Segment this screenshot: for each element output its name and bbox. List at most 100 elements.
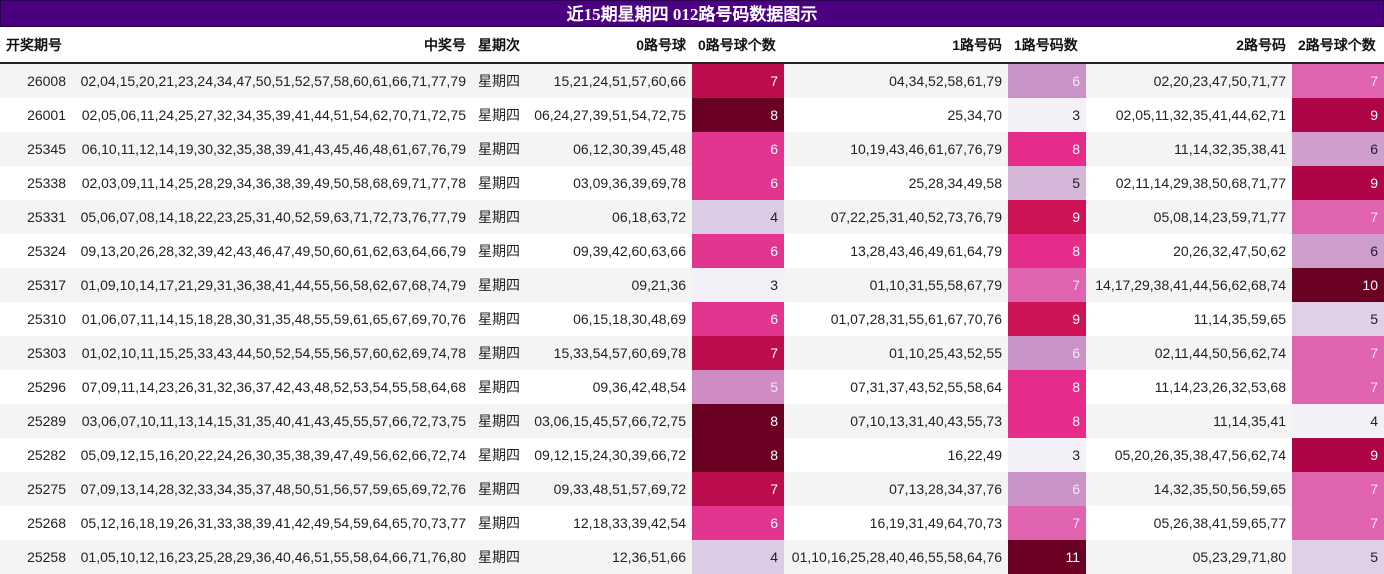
route1-count-cell: 3 [1008, 438, 1086, 472]
route2-numbers-cell: 11,14,35,41 [1086, 404, 1292, 438]
route0-count-cell: 5 [692, 370, 784, 404]
table-row: 25324 09,13,20,26,28,32,39,42,43,46,47,49… [0, 234, 1384, 268]
route2-numbers-cell: 05,20,26,35,38,47,56,62,74 [1086, 438, 1292, 472]
route1-count-cell: 3 [1008, 98, 1086, 132]
route2-numbers-cell: 02,11,44,50,56,62,74 [1086, 336, 1292, 370]
table-row: 25258 01,05,10,12,16,23,25,28,29,36,40,46… [0, 540, 1384, 574]
route2-count-cell: 7 [1292, 200, 1384, 234]
table-row: 25275 07,09,13,14,28,32,33,34,35,37,48,50… [0, 472, 1384, 506]
route2-count-cell: 7 [1292, 336, 1384, 370]
route0-numbers-cell: 12,18,33,39,42,54 [528, 506, 692, 540]
route1-count-cell: 11 [1008, 540, 1086, 574]
period-cell: 25275 [0, 472, 72, 506]
route0-count-cell: 8 [692, 404, 784, 438]
route2-numbers-cell: 02,05,11,32,35,41,44,62,71 [1086, 98, 1292, 132]
route2-count-cell: 6 [1292, 132, 1384, 166]
route0-count-cell: 7 [692, 472, 784, 506]
route1-count-cell: 8 [1008, 404, 1086, 438]
winning-numbers-cell: 01,02,10,11,15,25,33,43,44,50,52,54,55,5… [72, 336, 472, 370]
period-cell: 26008 [0, 63, 72, 98]
col-header-route1-count: 1路号码数 [1008, 27, 1086, 64]
route2-numbers-cell: 05,23,29,71,80 [1086, 540, 1292, 574]
route0-count-cell: 8 [692, 438, 784, 472]
route1-numbers-cell: 07,10,13,31,40,43,55,73 [784, 404, 1008, 438]
winning-numbers-cell: 05,06,07,08,14,18,22,23,25,31,40,52,59,6… [72, 200, 472, 234]
period-cell: 25289 [0, 404, 72, 438]
route2-numbers-cell: 20,26,32,47,50,62 [1086, 234, 1292, 268]
route2-numbers-cell: 11,14,35,59,65 [1086, 302, 1292, 336]
winning-numbers-cell: 07,09,13,14,28,32,33,34,35,37,48,50,51,5… [72, 472, 472, 506]
col-header-route2: 2路号码 [1086, 27, 1292, 64]
route2-count-cell: 9 [1292, 166, 1384, 200]
route0-count-cell: 8 [692, 98, 784, 132]
route0-numbers-cell: 09,33,48,51,57,69,72 [528, 472, 692, 506]
winning-numbers-cell: 01,05,10,12,16,23,25,28,29,36,40,46,51,5… [72, 540, 472, 574]
chart-title: 近15期星期四 012路号码数据图示 [0, 0, 1384, 27]
table-row: 25268 05,12,16,18,19,26,31,33,38,39,41,42… [0, 506, 1384, 540]
route0-numbers-cell: 06,12,30,39,45,48 [528, 132, 692, 166]
table-row: 25303 01,02,10,11,15,25,33,43,44,50,52,54… [0, 336, 1384, 370]
table-row: 26001 02,05,06,11,24,25,27,32,34,35,39,41… [0, 98, 1384, 132]
winning-numbers-cell: 01,06,07,11,14,15,18,28,30,31,35,48,55,5… [72, 302, 472, 336]
route2-count-cell: 10 [1292, 268, 1384, 302]
route0-count-cell: 6 [692, 234, 784, 268]
route2-count-cell: 7 [1292, 472, 1384, 506]
route2-numbers-cell: 05,26,38,41,59,65,77 [1086, 506, 1292, 540]
table-row: 25345 06,10,11,12,14,19,30,32,35,38,39,41… [0, 132, 1384, 166]
winning-numbers-cell: 09,13,20,26,28,32,39,42,43,46,47,49,50,6… [72, 234, 472, 268]
weekday-cell: 星期四 [472, 438, 528, 472]
winning-numbers-cell: 07,09,11,14,23,26,31,32,36,37,42,43,48,5… [72, 370, 472, 404]
period-cell: 25268 [0, 506, 72, 540]
table-row: 25331 05,06,07,08,14,18,22,23,25,31,40,52… [0, 200, 1384, 234]
route1-count-cell: 5 [1008, 166, 1086, 200]
route1-numbers-cell: 25,28,34,49,58 [784, 166, 1008, 200]
route0-count-cell: 6 [692, 302, 784, 336]
table-row: 25282 05,09,12,15,16,20,22,24,26,30,35,38… [0, 438, 1384, 472]
route2-numbers-cell: 11,14,32,35,38,41 [1086, 132, 1292, 166]
route0-count-cell: 6 [692, 132, 784, 166]
period-cell: 26001 [0, 98, 72, 132]
weekday-cell: 星期四 [472, 506, 528, 540]
period-cell: 25282 [0, 438, 72, 472]
route1-numbers-cell: 01,10,31,55,58,67,79 [784, 268, 1008, 302]
route0-numbers-cell: 06,24,27,39,51,54,72,75 [528, 98, 692, 132]
route0-numbers-cell: 06,15,18,30,48,69 [528, 302, 692, 336]
route0-count-cell: 3 [692, 268, 784, 302]
route2-count-cell: 9 [1292, 438, 1384, 472]
route0-numbers-cell: 03,09,36,39,69,78 [528, 166, 692, 200]
period-cell: 25310 [0, 302, 72, 336]
route2-numbers-cell: 02,11,14,29,38,50,68,71,77 [1086, 166, 1292, 200]
route1-numbers-cell: 13,28,43,46,49,61,64,79 [784, 234, 1008, 268]
route1-numbers-cell: 01,10,16,25,28,40,46,55,58,64,76 [784, 540, 1008, 574]
route0-numbers-cell: 09,21,36 [528, 268, 692, 302]
weekday-cell: 星期四 [472, 404, 528, 438]
route0-count-cell: 4 [692, 200, 784, 234]
period-cell: 25296 [0, 370, 72, 404]
weekday-cell: 星期四 [472, 268, 528, 302]
route1-numbers-cell: 07,31,37,43,52,55,58,64 [784, 370, 1008, 404]
route0-numbers-cell: 09,36,42,48,54 [528, 370, 692, 404]
route0-numbers-cell: 09,39,42,60,63,66 [528, 234, 692, 268]
route2-count-cell: 4 [1292, 404, 1384, 438]
route2-count-cell: 5 [1292, 302, 1384, 336]
header-row: 开奖期号 中奖号 星期次 0路号球 0路号球个数 1路号码 1路号码数 2路号码… [0, 27, 1384, 64]
route0-numbers-cell: 09,12,15,24,30,39,66,72 [528, 438, 692, 472]
weekday-cell: 星期四 [472, 200, 528, 234]
table-row: 25310 01,06,07,11,14,15,18,28,30,31,35,48… [0, 302, 1384, 336]
route1-numbers-cell: 10,19,43,46,61,67,76,79 [784, 132, 1008, 166]
route1-numbers-cell: 01,07,28,31,55,61,67,70,76 [784, 302, 1008, 336]
data-table: 开奖期号 中奖号 星期次 0路号球 0路号球个数 1路号码 1路号码数 2路号码… [0, 27, 1384, 574]
period-cell: 25324 [0, 234, 72, 268]
period-cell: 25317 [0, 268, 72, 302]
period-cell: 25258 [0, 540, 72, 574]
route1-count-cell: 9 [1008, 200, 1086, 234]
route2-count-cell: 7 [1292, 370, 1384, 404]
route0-numbers-cell: 06,18,63,72 [528, 200, 692, 234]
route0-count-cell: 6 [692, 166, 784, 200]
route1-count-cell: 7 [1008, 506, 1086, 540]
route1-count-cell: 7 [1008, 268, 1086, 302]
route2-count-cell: 5 [1292, 540, 1384, 574]
route1-numbers-cell: 04,34,52,58,61,79 [784, 63, 1008, 98]
route1-numbers-cell: 07,22,25,31,40,52,73,76,79 [784, 200, 1008, 234]
winning-numbers-cell: 05,12,16,18,19,26,31,33,38,39,41,42,49,5… [72, 506, 472, 540]
